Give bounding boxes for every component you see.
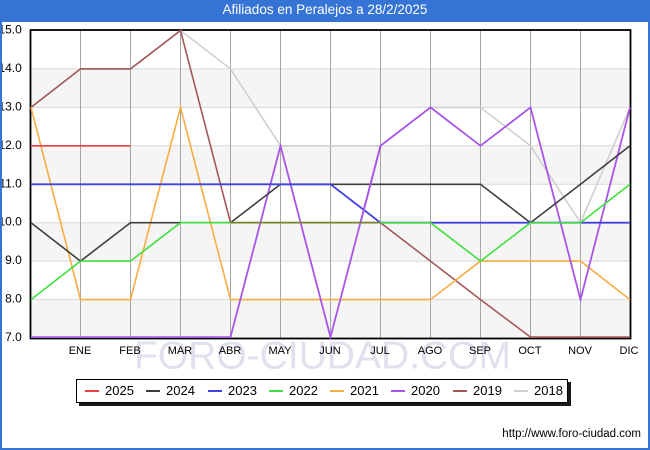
svg-text:12.0: 12.0 — [2, 138, 22, 152]
svg-text:ABR: ABR — [219, 345, 242, 357]
svg-text:NOV: NOV — [568, 345, 593, 357]
svg-text:SEP: SEP — [469, 345, 491, 357]
svg-text:15.0: 15.0 — [2, 23, 22, 37]
svg-text:JUL: JUL — [370, 345, 390, 357]
svg-text:8.0: 8.0 — [5, 292, 22, 306]
svg-text:ENE: ENE — [69, 345, 92, 357]
svg-text:14.0: 14.0 — [2, 61, 22, 75]
svg-text:9.0: 9.0 — [5, 253, 22, 267]
svg-text:10.0: 10.0 — [2, 215, 22, 229]
svg-text:MAY: MAY — [268, 345, 292, 357]
svg-text:MAR: MAR — [168, 345, 193, 357]
svg-text:FEB: FEB — [119, 345, 140, 357]
svg-text:FORO-CIUDAD.COM: FORO-CIUDAD.COM — [134, 335, 511, 378]
svg-text:DIC: DIC — [620, 345, 639, 357]
svg-text:AGO: AGO — [418, 345, 443, 357]
svg-text:OCT: OCT — [518, 345, 542, 357]
svg-text:JUN: JUN — [319, 345, 340, 357]
svg-text:13.0: 13.0 — [2, 99, 22, 113]
svg-text:11.0: 11.0 — [2, 176, 22, 190]
svg-text:7.0: 7.0 — [5, 330, 22, 344]
